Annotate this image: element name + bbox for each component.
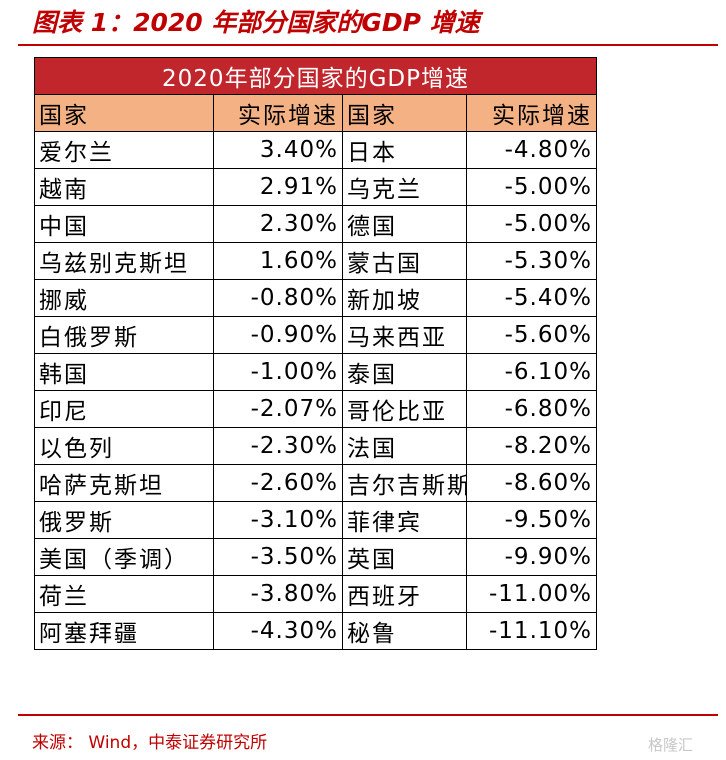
country-left-cell: 爱尔兰: [34, 131, 214, 169]
growth-left-cell: -1.00%: [213, 353, 343, 391]
table-row: 乌兹别克斯坦 1.60% 蒙古国 -5.30%: [34, 242, 597, 280]
growth-right-cell: -9.50%: [466, 501, 597, 539]
growth-left-cell: -0.80%: [213, 279, 343, 317]
country-right-cell: 新加坡: [342, 279, 467, 317]
growth-right-cell: -5.00%: [466, 168, 597, 206]
growth-left-cell: -3.80%: [213, 575, 343, 613]
growth-left-cell: -3.10%: [213, 501, 343, 539]
figure-title: 图表 1：2020 年部分国家的GDP 增速: [32, 8, 480, 37]
table-row: 阿塞拜疆 -4.30% 秘鲁 -11.10%: [34, 612, 597, 650]
country-right-cell: 英国: [342, 538, 467, 576]
growth-right-cell: -8.20%: [466, 427, 597, 465]
country-left-cell: 中国: [34, 205, 214, 243]
growth-right-cell: -5.00%: [466, 205, 597, 243]
country-left-cell: 越南: [34, 168, 214, 206]
country-left-cell: 阿塞拜疆: [34, 612, 214, 650]
country-right-cell: 秘鲁: [342, 612, 467, 650]
country-right-cell: 菲律宾: [342, 501, 467, 539]
growth-left-cell: 2.30%: [213, 205, 343, 243]
growth-left-cell: 2.91%: [213, 168, 343, 206]
header-country-right: 国家: [342, 94, 467, 132]
country-right-cell: 马来西亚: [342, 316, 467, 354]
country-right-cell: 吉尔吉斯斯坦: [342, 464, 467, 502]
country-right-cell: 日本: [342, 131, 467, 169]
country-left-cell: 印尼: [34, 390, 214, 428]
table-row: 哈萨克斯坦-2.60%吉尔吉斯斯坦-8.60%: [34, 464, 597, 502]
table-row: 越南 2.91% 乌克兰 -5.00%: [34, 168, 597, 206]
country-left-cell: 挪威: [34, 279, 214, 317]
country-right-cell: 西班牙: [342, 575, 467, 613]
growth-left-cell: 3.40%: [213, 131, 343, 169]
growth-left-cell: -2.30%: [213, 427, 343, 465]
growth-left-cell: -0.90%: [213, 316, 343, 354]
table-row: 俄罗斯 -3.10% 菲律宾 -9.50%: [34, 501, 597, 539]
growth-right-cell: -6.10%: [466, 353, 597, 391]
footer-divider: [18, 714, 718, 716]
growth-left-cell: -2.07%: [213, 390, 343, 428]
table-row: 白俄罗斯 -0.90% 马来西亚 -5.60%: [34, 316, 597, 354]
growth-right-cell: -8.60%: [466, 464, 597, 502]
header-country-left: 国家: [34, 94, 214, 132]
growth-right-cell: -11.00%: [466, 575, 597, 613]
growth-right-cell: -5.30%: [466, 242, 597, 280]
country-left-cell: 荷兰: [34, 575, 214, 613]
header-growth-left: 实际增速: [213, 94, 343, 132]
country-right-cell: 哥伦比亚: [342, 390, 467, 428]
country-right-cell: 蒙古国: [342, 242, 467, 280]
country-right-cell: 德国: [342, 205, 467, 243]
country-left-cell: 乌兹别克斯坦: [34, 242, 214, 280]
table-banner-row: 2020年部分国家的GDP增速: [34, 57, 597, 95]
table-row: 韩国 -1.00% 泰国 -6.10%: [34, 353, 597, 391]
growth-right-cell: -9.90%: [466, 538, 597, 576]
table-row: 印尼 -2.07% 哥伦比亚 -6.80%: [34, 390, 597, 428]
table-row: 美国（季调） -3.50% 英国 -9.90%: [34, 538, 597, 576]
growth-right-cell: -5.40%: [466, 279, 597, 317]
table-banner: 2020年部分国家的GDP增速: [34, 57, 597, 95]
table-row: 以色列 -2.30% 法国 -8.20%: [34, 427, 597, 465]
country-left-cell: 美国（季调）: [34, 538, 214, 576]
table-row: 荷兰 -3.80% 西班牙 -11.00%: [34, 575, 597, 613]
growth-right-cell: -6.80%: [466, 390, 597, 428]
header-growth-right: 实际增速: [466, 94, 597, 132]
growth-left-cell: -2.60%: [213, 464, 343, 502]
table-row: 中国 2.30% 德国 -5.00%: [34, 205, 597, 243]
country-right-cell: 乌克兰: [342, 168, 467, 206]
title-divider: [18, 44, 718, 46]
source-note: 来源： Wind，中泰证券研究所: [32, 733, 268, 753]
gdp-growth-table: 2020年部分国家的GDP增速 国家 实际增速 国家 实际增速 爱尔兰 3.40%…: [34, 57, 597, 650]
country-left-cell: 俄罗斯: [34, 501, 214, 539]
growth-left-cell: -3.50%: [213, 538, 343, 576]
country-left-cell: 韩国: [34, 353, 214, 391]
country-left-cell: 白俄罗斯: [34, 316, 214, 354]
table-row: 挪威 -0.80% 新加坡 -5.40%: [34, 279, 597, 317]
watermark: 格隆汇: [648, 736, 694, 754]
table-header-row: 国家 实际增速 国家 实际增速: [34, 94, 597, 132]
growth-right-cell: -4.80%: [466, 131, 597, 169]
growth-left-cell: -4.30%: [213, 612, 343, 650]
country-right-cell: 法国: [342, 427, 467, 465]
country-left-cell: 哈萨克斯坦: [34, 464, 214, 502]
growth-left-cell: 1.60%: [213, 242, 343, 280]
growth-right-cell: -11.10%: [466, 612, 597, 650]
country-right-cell: 泰国: [342, 353, 467, 391]
table-row: 爱尔兰 3.40% 日本 -4.80%: [34, 131, 597, 169]
growth-right-cell: -5.60%: [466, 316, 597, 354]
country-left-cell: 以色列: [34, 427, 214, 465]
